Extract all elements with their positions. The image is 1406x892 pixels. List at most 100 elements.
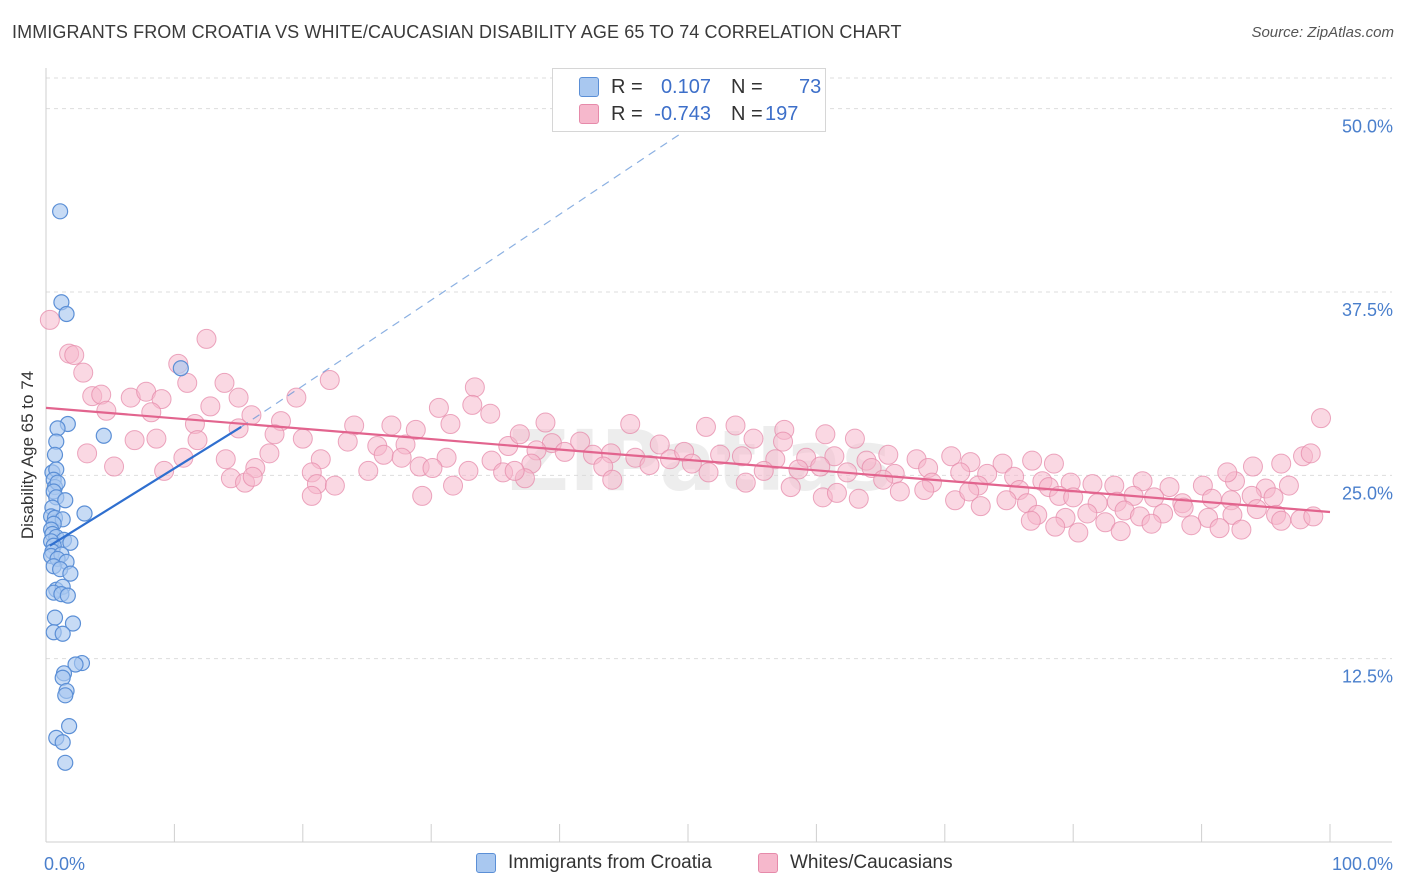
data-point-pink — [810, 456, 831, 477]
data-point-blue — [67, 656, 84, 673]
data-point-blue — [95, 427, 112, 444]
data-point-pink — [301, 485, 322, 506]
data-point-pink — [215, 449, 236, 470]
x-tick-label: 100.0% — [1332, 854, 1393, 874]
data-point-blue — [54, 625, 71, 642]
data-point-pink — [292, 428, 313, 449]
data-point-pink — [1278, 475, 1299, 496]
data-point-pink — [1077, 503, 1098, 524]
data-point-pink — [1209, 518, 1230, 539]
data-point-pink — [535, 412, 556, 433]
data-point-pink — [1043, 453, 1064, 474]
data-point-pink — [358, 460, 379, 481]
y-tick-label: 12.5% — [1342, 667, 1393, 687]
data-point-pink — [554, 441, 575, 462]
data-point-pink — [1311, 408, 1332, 429]
data-point-blue — [172, 360, 189, 377]
data-point-pink — [214, 372, 235, 393]
series-immigrants-from-croatia — [43, 203, 189, 771]
blue-n-label: N = — [731, 76, 763, 98]
data-point-pink — [1082, 474, 1103, 495]
data-point-pink — [154, 460, 175, 481]
data-point-pink — [1159, 477, 1180, 498]
trend-line-blue — [49, 425, 242, 547]
data-point-pink — [436, 447, 457, 468]
data-point-pink — [324, 475, 345, 496]
data-point-pink — [422, 458, 443, 478]
data-point-blue — [62, 534, 79, 551]
data-point-pink — [1045, 516, 1066, 537]
blue-r-value: 0.107 — [660, 76, 711, 98]
data-point-pink — [1242, 456, 1263, 477]
y-axis-label: Disability Age 65 to 74 — [18, 371, 37, 539]
data-point-pink — [1201, 488, 1222, 509]
y-tick-label: 37.5% — [1342, 300, 1393, 320]
legend-label-pink: Whites/Caucasians — [790, 852, 953, 873]
source-label: Source: ZipAtlas.com — [1251, 24, 1394, 41]
pink-n-label: N = — [731, 103, 763, 125]
data-point-pink — [1110, 521, 1131, 542]
data-point-blue — [76, 505, 93, 522]
data-point-pink — [77, 443, 98, 464]
data-point-pink — [914, 480, 935, 500]
data-point-blue — [46, 446, 64, 463]
pink-r-label: R = — [611, 103, 643, 125]
data-point-pink — [391, 447, 412, 468]
data-point-pink — [1068, 522, 1089, 543]
data-point-pink — [1132, 471, 1153, 492]
data-point-pink — [96, 400, 117, 421]
data-point-pink — [649, 434, 670, 455]
data-point-pink — [780, 477, 801, 498]
data-point-pink — [286, 387, 307, 408]
data-point-pink — [992, 453, 1013, 474]
data-point-blue — [62, 565, 79, 582]
data-point-pink — [177, 372, 198, 393]
blue-n-value: 73 — [799, 76, 822, 98]
data-point-pink — [710, 444, 731, 465]
data-point-pink — [187, 430, 208, 451]
data-point-pink — [1022, 450, 1043, 471]
data-point-pink — [443, 475, 464, 496]
data-point-pink — [959, 481, 980, 502]
data-point-pink — [200, 396, 221, 417]
y-tick-label: 25.0% — [1342, 483, 1393, 503]
data-point-blue — [57, 754, 74, 771]
data-point-blue — [57, 687, 74, 704]
data-point-pink — [458, 460, 479, 481]
data-point-pink — [970, 496, 991, 517]
data-point-pink — [1141, 513, 1162, 534]
data-point-pink — [1246, 499, 1267, 520]
data-point-pink — [319, 370, 340, 390]
trend-line-blue-extension — [240, 111, 715, 428]
data-point-pink — [826, 482, 847, 503]
data-point-pink — [848, 488, 869, 509]
data-point-pink — [196, 328, 217, 349]
data-point-pink — [141, 402, 162, 423]
legend-item-blue[interactable]: Immigrants from Croatia — [476, 852, 712, 874]
data-point-pink — [698, 462, 719, 483]
data-point-pink — [1173, 497, 1194, 518]
legend-item-pink[interactable]: Whites/Caucasians — [758, 852, 953, 874]
data-point-blue — [57, 492, 74, 509]
data-point-pink — [639, 455, 660, 476]
data-point-pink — [941, 446, 962, 467]
data-point-blue — [61, 718, 78, 735]
data-point-pink — [104, 456, 125, 477]
legend-swatch-blue — [476, 853, 496, 873]
data-point-pink — [1271, 510, 1292, 531]
pink-swatch — [579, 104, 599, 124]
data-point-blue — [54, 734, 71, 751]
data-point-pink — [242, 466, 263, 487]
data-point-pink — [731, 446, 752, 467]
data-point-pink — [878, 444, 899, 465]
data-point-blue — [46, 609, 64, 626]
data-point-pink — [815, 424, 836, 445]
data-point-pink — [681, 453, 702, 474]
data-point-pink — [264, 424, 285, 445]
data-point-pink — [824, 446, 845, 467]
y-tick-label: 50.0% — [1342, 117, 1393, 137]
data-point-pink — [412, 485, 433, 506]
data-point-pink — [381, 415, 402, 436]
data-point-pink — [39, 309, 60, 330]
